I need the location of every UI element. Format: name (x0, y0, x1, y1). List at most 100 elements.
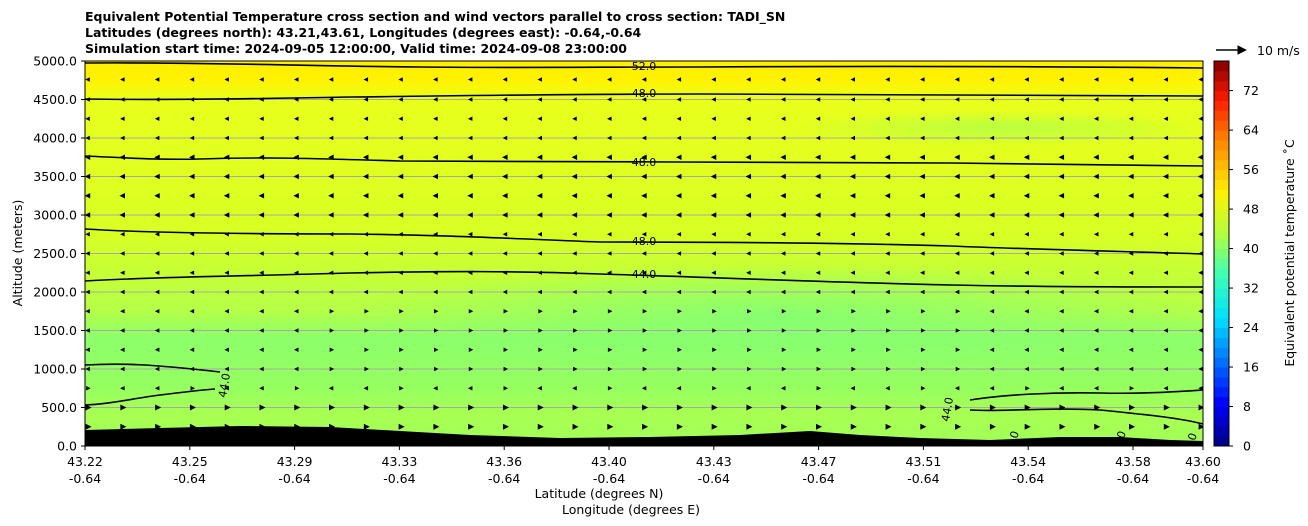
wind-vector (189, 193, 195, 199)
wind-vector (154, 347, 160, 352)
wind-vector (676, 404, 683, 411)
wind-vector (1024, 135, 1029, 141)
colorbar-band (1214, 218, 1229, 230)
colorbar-band (1214, 90, 1229, 101)
wind-vector (467, 193, 473, 199)
wind-vector (397, 154, 404, 160)
x-tick-label-lon: -0.64 (383, 471, 415, 486)
colorbar-band (1214, 386, 1229, 398)
wind-vector (432, 212, 439, 218)
wind-vector (85, 77, 90, 82)
contour-label: 48.0 (632, 156, 657, 169)
wind-vector (433, 289, 438, 295)
wind-vector (1198, 232, 1203, 237)
wind-vector (85, 173, 91, 180)
wind-vector (293, 77, 299, 82)
wind-vector (642, 366, 648, 372)
wind-vector (747, 328, 752, 333)
wind-vector (154, 193, 160, 199)
wind-vector (1129, 386, 1135, 391)
colorbar-band (1214, 288, 1229, 299)
wind-vector (1093, 270, 1099, 275)
wind-vector (503, 347, 509, 352)
wind-vector (884, 173, 891, 180)
colorbar-band (1214, 268, 1229, 279)
wind-vector (1093, 135, 1099, 141)
colorbar-band (1214, 159, 1229, 171)
wind-vector (989, 270, 995, 275)
wind-vector (781, 366, 787, 372)
wind-vector (399, 347, 404, 352)
wind-vector (398, 116, 403, 121)
x-tick-label-lon: -0.64 (174, 471, 206, 486)
wind-vector (259, 347, 264, 352)
wind-vector (747, 347, 752, 352)
wind-vector (1059, 135, 1064, 141)
wind-vector (189, 404, 196, 411)
wind-vector (537, 77, 542, 82)
wind-vector (259, 289, 264, 295)
wind-vector (224, 404, 231, 411)
wind-vector (572, 77, 577, 82)
wind-vector (1197, 154, 1203, 160)
x-tick-label-lat: 43.54 (1010, 454, 1046, 469)
wind-vector (746, 423, 753, 430)
wind-vector (120, 423, 127, 430)
wind-vector (85, 116, 90, 121)
wind-vector (711, 251, 716, 256)
wind-vector (954, 270, 960, 275)
wind-vector (919, 154, 925, 160)
wind-vector (1059, 77, 1064, 82)
colorbar-band (1214, 297, 1229, 309)
wind-vector (154, 173, 160, 180)
wind-vector (955, 328, 961, 333)
wind-vector (1093, 173, 1099, 180)
wind-vector (850, 77, 855, 82)
wind-vector (224, 386, 229, 391)
wind-vector (224, 77, 229, 82)
wind-vector (364, 347, 369, 352)
wind-vector (677, 347, 682, 352)
wind-vector (224, 328, 229, 333)
wind-vector (989, 212, 995, 218)
wind-vector (607, 97, 612, 102)
wind-vector (467, 77, 473, 82)
wind-vector (433, 404, 440, 411)
contour-line (85, 93, 1203, 101)
wind-vector (259, 366, 264, 372)
wind-vector (189, 116, 195, 121)
wind-vector (502, 77, 508, 82)
colorbar-band (1214, 179, 1229, 190)
wind-vector (503, 386, 509, 391)
wind-vector (328, 251, 334, 256)
wind-vector (538, 366, 543, 372)
contour-label: 0 (1007, 429, 1022, 440)
x-tick-label-lon: -0.64 (907, 471, 939, 486)
wind-vector (1128, 309, 1134, 314)
wind-vector (433, 423, 440, 430)
wind-vector (781, 328, 787, 333)
y-tick-label: 3000.0 (33, 208, 77, 223)
wind-vector (989, 135, 995, 141)
wind-vector (920, 309, 926, 314)
quiver-key-label: 10 m/s (1257, 43, 1300, 58)
wind-vector (989, 173, 995, 180)
wind-vector (293, 366, 299, 372)
wind-vector (850, 116, 855, 121)
colorbar-band (1214, 130, 1229, 141)
wind-vector (120, 404, 127, 411)
colorbar-band (1214, 149, 1229, 161)
wind-vector (676, 232, 682, 237)
wind-vector (1128, 116, 1134, 121)
wind-vector (712, 328, 717, 333)
wind-vector (1024, 366, 1029, 372)
colorbar-tick-label: 48 (1243, 202, 1259, 217)
wind-vector (1128, 328, 1134, 333)
wind-vector (989, 193, 995, 199)
colorbar-band (1214, 70, 1229, 82)
wind-vector (606, 173, 612, 180)
wind-vector (573, 309, 578, 314)
wind-vector (293, 309, 299, 314)
terrain (85, 426, 1203, 446)
wind-vector (189, 289, 195, 295)
